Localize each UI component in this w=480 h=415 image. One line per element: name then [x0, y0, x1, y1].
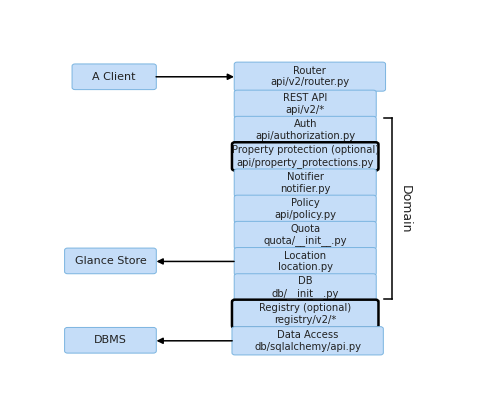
FancyBboxPatch shape — [234, 90, 375, 118]
FancyBboxPatch shape — [234, 169, 375, 197]
Text: A Client: A Client — [92, 72, 136, 82]
Text: REST API
api/v2/*: REST API api/v2/* — [283, 93, 327, 115]
Text: Domain: Domain — [397, 185, 410, 233]
FancyBboxPatch shape — [231, 300, 378, 328]
FancyBboxPatch shape — [234, 248, 375, 275]
Text: Location
location.py: Location location.py — [277, 251, 332, 272]
Text: Auth
api/authorization.py: Auth api/authorization.py — [254, 120, 355, 141]
FancyBboxPatch shape — [234, 221, 375, 249]
FancyBboxPatch shape — [64, 248, 156, 274]
Text: Router
api/v2/router.py: Router api/v2/router.py — [270, 66, 349, 88]
Text: Registry (optional)
registry/v2/*: Registry (optional) registry/v2/* — [259, 303, 350, 325]
FancyBboxPatch shape — [234, 195, 375, 223]
Text: Property protection (optional)
api/property_protections.py: Property protection (optional) api/prope… — [231, 145, 378, 168]
FancyBboxPatch shape — [231, 142, 378, 171]
FancyBboxPatch shape — [72, 64, 156, 90]
Text: Glance Store: Glance Store — [74, 256, 146, 266]
FancyBboxPatch shape — [234, 62, 385, 91]
FancyBboxPatch shape — [64, 327, 156, 353]
Text: Policy
api/policy.py: Policy api/policy.py — [274, 198, 336, 220]
Text: Data Access
db/sqlalchemy/api.py: Data Access db/sqlalchemy/api.py — [253, 330, 360, 352]
Text: Notifier
notifier.py: Notifier notifier.py — [279, 172, 330, 194]
FancyBboxPatch shape — [234, 116, 375, 144]
FancyBboxPatch shape — [231, 327, 383, 355]
FancyBboxPatch shape — [234, 274, 375, 302]
Text: DB
db/__init__.py: DB db/__init__.py — [271, 276, 338, 299]
Text: Quota
quota/__init__.py: Quota quota/__init__.py — [263, 224, 346, 247]
Text: DBMS: DBMS — [94, 335, 127, 345]
